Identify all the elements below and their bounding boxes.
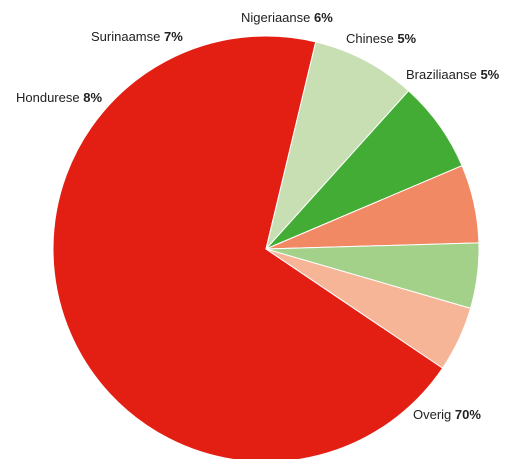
slice-label-name: Overig xyxy=(413,407,455,422)
slice-label-nigeriaanse: Nigeriaanse 6% xyxy=(241,10,333,25)
pie-slices xyxy=(52,35,480,459)
slice-label-value: 6% xyxy=(314,10,333,25)
slice-label-surinaamse: Surinaamse 7% xyxy=(91,29,183,44)
slice-label-name: Hondurese xyxy=(16,90,83,105)
slice-label-value: 5% xyxy=(397,31,416,46)
pie-slice-overig xyxy=(52,35,444,459)
slice-label-value: 8% xyxy=(83,90,102,105)
slice-label-value: 7% xyxy=(164,29,183,44)
slice-label-name: Surinaamse xyxy=(91,29,164,44)
slice-label-name: Chinese xyxy=(346,31,397,46)
pie-slice-braziliaanse xyxy=(265,248,472,369)
slice-label-overig: Overig 70% xyxy=(413,407,481,422)
slice-label-name: Nigeriaanse xyxy=(241,10,314,25)
slice-label-hondurese: Hondurese 8% xyxy=(16,90,102,105)
pie-labels: Overig 70% Hondurese 8% Surinaamse 7% Niger… xyxy=(16,10,500,422)
pie-slice-hondurese xyxy=(265,41,410,250)
slice-label-braziliaanse: Braziliaanse 5% xyxy=(406,67,500,82)
slice-label-value: 70% xyxy=(455,407,481,422)
slice-label-value: 5% xyxy=(480,67,499,82)
slice-label-chinese: Chinese 5% xyxy=(346,31,417,46)
slice-label-name: Braziliaanse xyxy=(406,67,480,82)
